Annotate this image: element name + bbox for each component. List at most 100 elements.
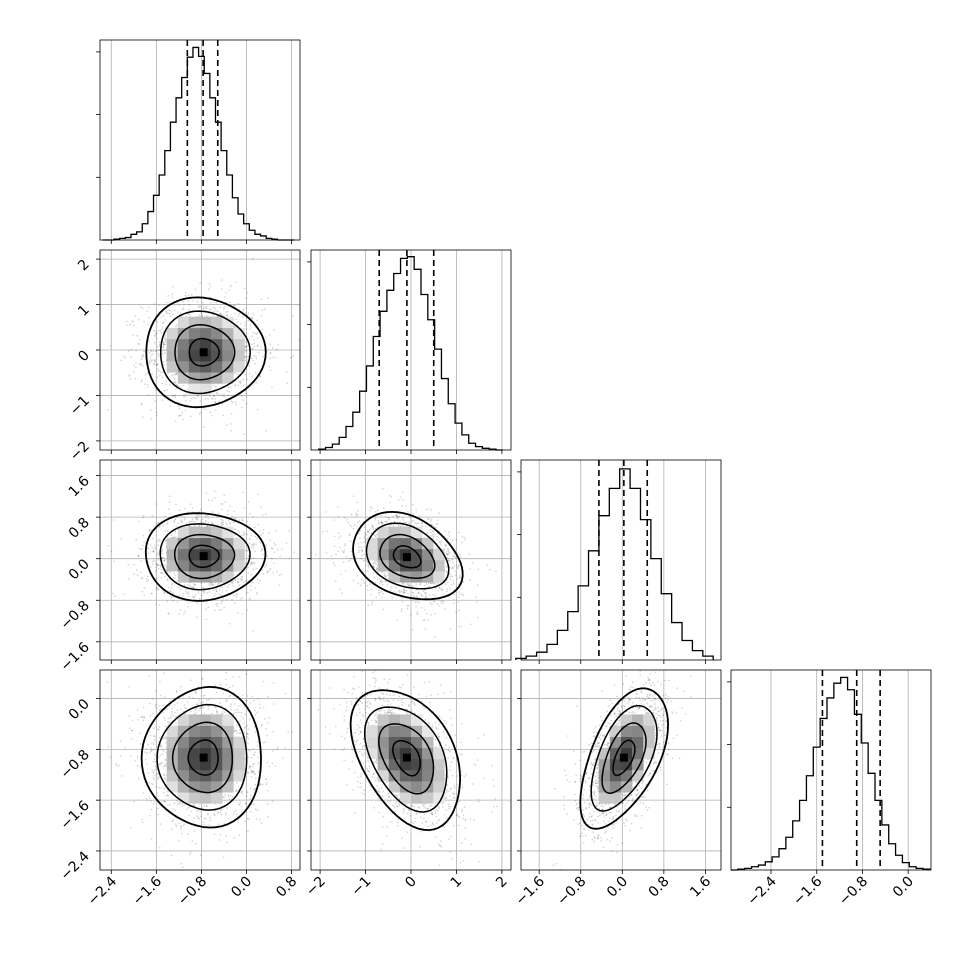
sample-point [256, 345, 259, 348]
sample-point [352, 527, 355, 530]
sample-point [276, 571, 278, 573]
sample-point [238, 583, 241, 586]
sample-point [455, 564, 458, 566]
sample-point [268, 717, 271, 719]
sample-point [204, 521, 207, 523]
sample-point [251, 348, 254, 351]
density-cell [233, 361, 245, 373]
sample-point [489, 568, 491, 571]
sample-point [161, 353, 164, 356]
sample-point [164, 352, 166, 354]
sample-point [458, 625, 460, 628]
sample-point [150, 350, 152, 352]
sample-point [146, 386, 149, 388]
sample-point [495, 570, 497, 573]
sample-point [146, 580, 149, 583]
sample-point [164, 340, 167, 343]
y-tick-label: 1.6 [66, 473, 93, 500]
sample-point [184, 409, 187, 412]
sample-point [266, 571, 268, 574]
sample-point [137, 554, 140, 557]
sample-point [231, 582, 233, 585]
sample-point [268, 365, 271, 368]
sample-point [212, 589, 214, 592]
sample-point [197, 306, 200, 308]
sample-point [267, 297, 269, 299]
sample-point [448, 535, 451, 537]
sample-point [155, 571, 157, 573]
sample-point [158, 539, 160, 541]
sample-point [186, 388, 188, 391]
sample-point [178, 401, 180, 404]
density-cell [200, 316, 212, 329]
sample-point [187, 593, 190, 595]
density-panel-3: −2.4 −1.6 −0.8 0.0 0.8−2.4−1.6−0.80.0 [57, 661, 301, 909]
sample-point [232, 676, 234, 678]
sample-point [401, 499, 404, 501]
sample-point [256, 319, 259, 322]
sample-point [113, 519, 115, 521]
sample-point [163, 343, 165, 345]
sample-point [337, 506, 339, 509]
sample-point [198, 413, 201, 415]
sample-point [215, 385, 218, 388]
sample-point [258, 351, 260, 354]
sample-point [162, 371, 164, 373]
sample-point [357, 521, 359, 524]
sample-point [221, 503, 224, 505]
sample-point [259, 579, 261, 582]
sample-point [141, 544, 144, 547]
sample-point [411, 520, 413, 522]
sample-point [243, 661, 245, 663]
sample-point [486, 564, 489, 566]
sample-point [153, 329, 155, 332]
sample-point [240, 323, 242, 325]
sample-point [167, 612, 169, 614]
sample-point [288, 530, 291, 532]
sample-point [249, 328, 251, 330]
sample-point [379, 591, 381, 594]
sample-point [261, 569, 263, 572]
sample-point [218, 400, 221, 403]
sample-point [130, 348, 133, 351]
sample-point [150, 409, 152, 411]
density-cell [166, 327, 179, 340]
sample-point [255, 355, 257, 358]
sample-point [375, 511, 377, 513]
sample-point [141, 357, 143, 359]
sample-point [208, 282, 211, 285]
sample-point [249, 324, 252, 326]
sample-point [278, 584, 281, 586]
sample-point [155, 690, 157, 693]
sample-point [228, 289, 230, 292]
sample-point [375, 596, 378, 599]
sample-point [188, 522, 190, 524]
sample-point [200, 520, 202, 523]
sample-point [188, 584, 191, 586]
density-cell [211, 316, 223, 329]
sample-point [242, 314, 244, 317]
sample-point [246, 345, 249, 348]
sample-point [167, 571, 169, 573]
sample-point [147, 552, 150, 554]
density-cell [222, 327, 234, 340]
sample-point [244, 392, 247, 395]
sample-point [234, 602, 236, 604]
sample-point [241, 406, 243, 409]
sample-point [220, 602, 222, 604]
sample-point [245, 332, 248, 335]
sample-point [151, 353, 154, 356]
sample-point [220, 313, 223, 316]
sample-point [463, 537, 466, 539]
sample-point [256, 381, 258, 384]
sample-point [148, 316, 150, 319]
sample-point [225, 589, 228, 592]
sample-point [202, 587, 205, 589]
sample-point [210, 583, 212, 586]
sample-point [411, 629, 414, 631]
sample-point [249, 599, 251, 601]
sample-point [212, 314, 215, 316]
sample-point [455, 611, 457, 613]
sample-point [183, 304, 185, 306]
